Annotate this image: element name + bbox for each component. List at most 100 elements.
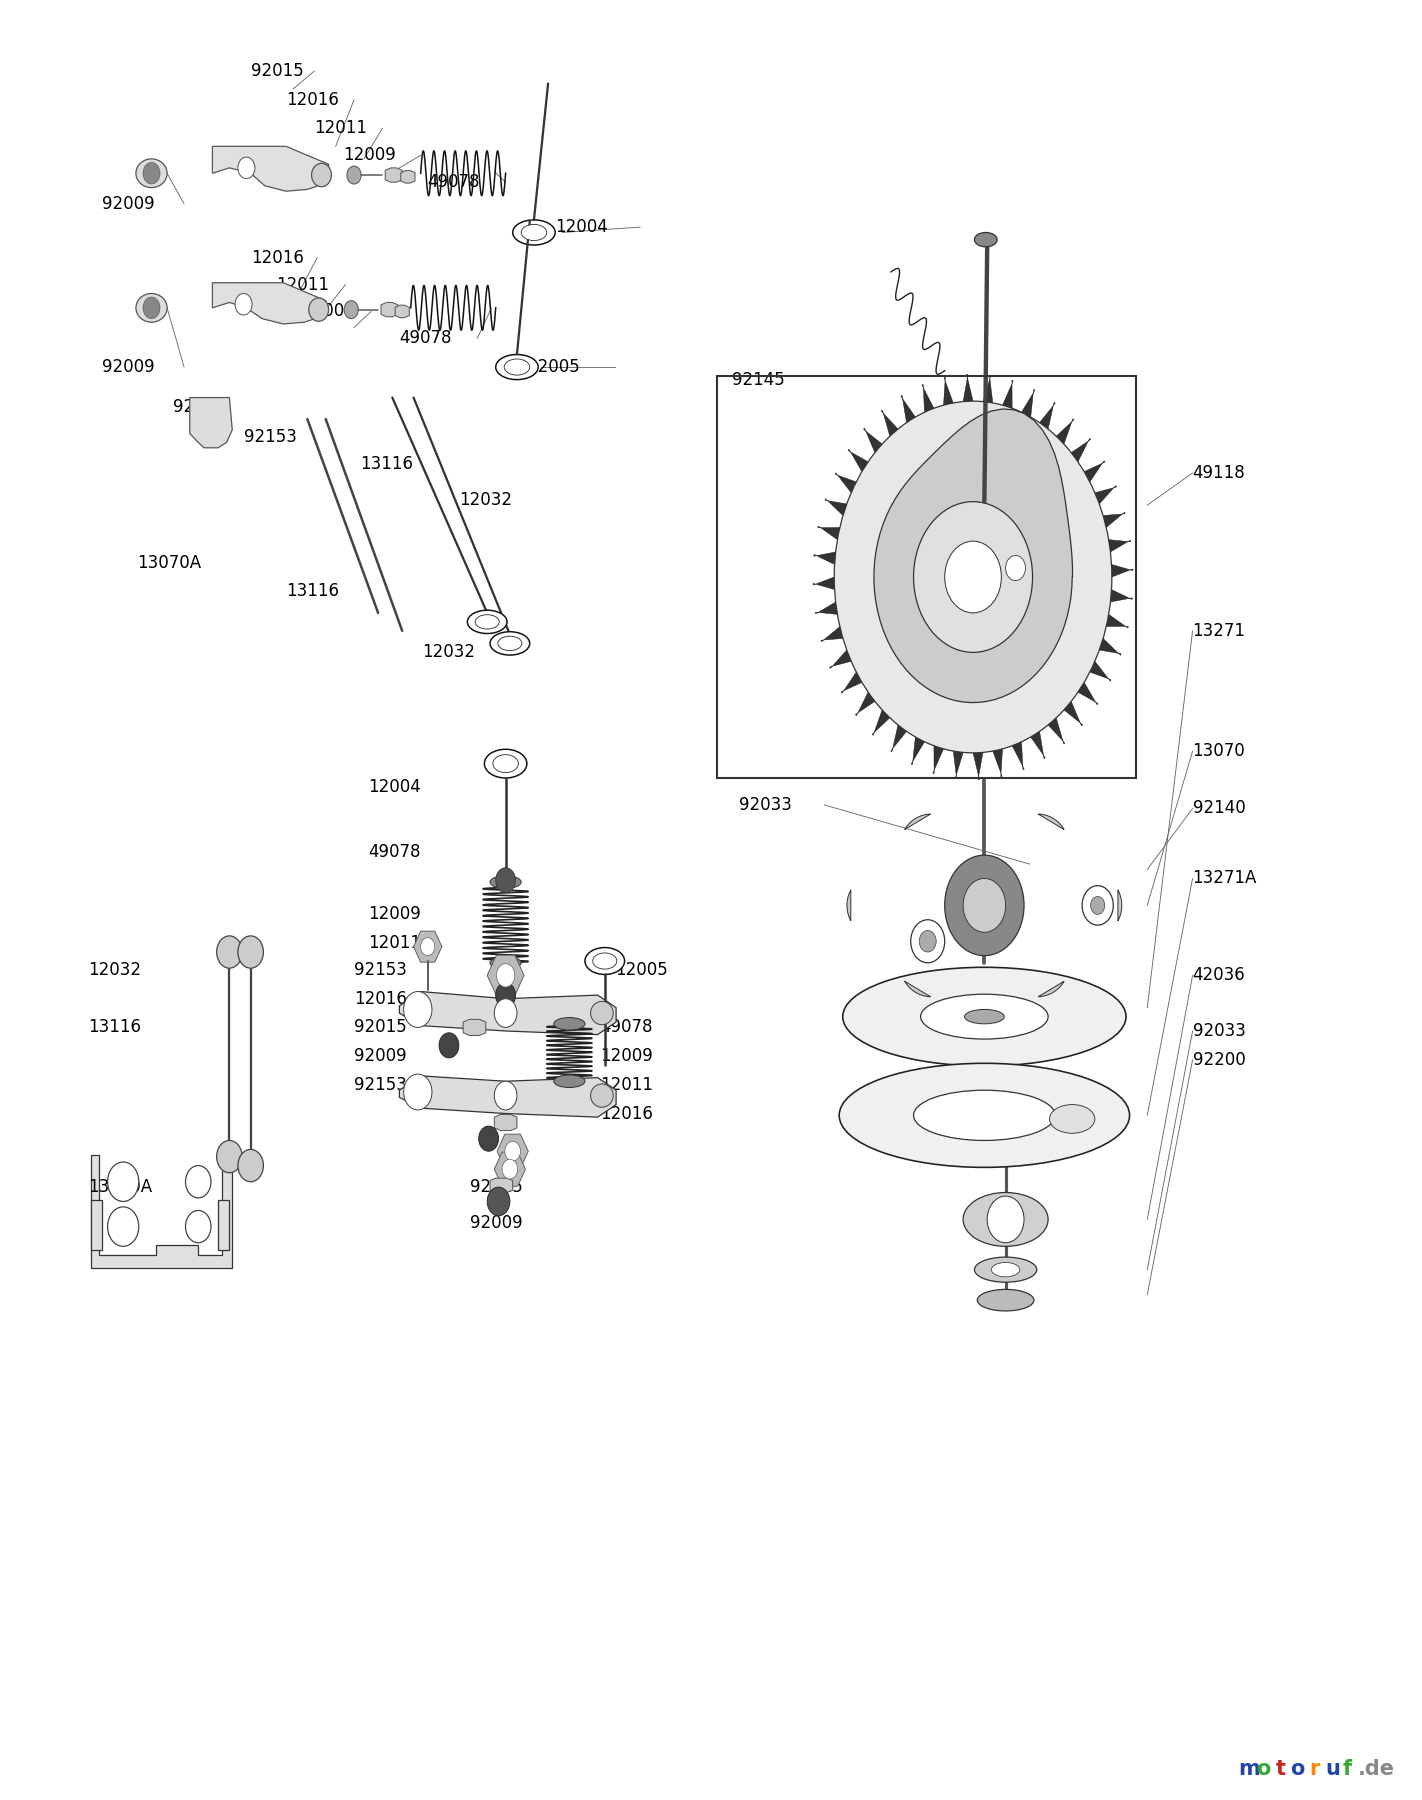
Polygon shape bbox=[912, 736, 924, 765]
Polygon shape bbox=[1039, 401, 1055, 428]
Circle shape bbox=[496, 963, 515, 986]
Bar bbox=[717, 376, 1136, 778]
Polygon shape bbox=[400, 1076, 616, 1118]
Text: 13116: 13116 bbox=[88, 1019, 141, 1037]
Text: 13116: 13116 bbox=[286, 583, 338, 601]
Polygon shape bbox=[385, 167, 402, 182]
Circle shape bbox=[944, 855, 1024, 956]
Ellipse shape bbox=[505, 358, 530, 374]
Polygon shape bbox=[189, 398, 232, 448]
Polygon shape bbox=[875, 409, 1072, 702]
Circle shape bbox=[404, 992, 432, 1028]
Circle shape bbox=[987, 1195, 1024, 1242]
Ellipse shape bbox=[468, 610, 508, 634]
Text: 92015: 92015 bbox=[172, 398, 226, 416]
Text: 12011: 12011 bbox=[276, 275, 328, 293]
Text: 12005: 12005 bbox=[528, 358, 580, 376]
Text: 12009: 12009 bbox=[600, 1048, 653, 1066]
Polygon shape bbox=[1071, 437, 1091, 463]
Text: m: m bbox=[1239, 1759, 1260, 1778]
Circle shape bbox=[913, 502, 1032, 652]
Text: 92015: 92015 bbox=[250, 61, 303, 79]
Ellipse shape bbox=[311, 164, 331, 187]
Circle shape bbox=[505, 1141, 520, 1161]
Polygon shape bbox=[1109, 540, 1130, 553]
Polygon shape bbox=[1095, 486, 1116, 504]
Polygon shape bbox=[1106, 614, 1128, 628]
Polygon shape bbox=[488, 956, 525, 995]
Circle shape bbox=[496, 868, 516, 893]
Text: 12032: 12032 bbox=[422, 643, 475, 661]
Ellipse shape bbox=[496, 355, 538, 380]
Ellipse shape bbox=[493, 754, 519, 772]
Ellipse shape bbox=[964, 1010, 1004, 1024]
Text: 12032: 12032 bbox=[459, 491, 512, 509]
Text: 12009: 12009 bbox=[368, 905, 421, 923]
Text: 13271: 13271 bbox=[1193, 621, 1246, 639]
Ellipse shape bbox=[991, 1262, 1020, 1276]
Text: t: t bbox=[1276, 1759, 1285, 1778]
Polygon shape bbox=[825, 499, 846, 515]
Text: 92140: 92140 bbox=[1193, 799, 1246, 817]
Polygon shape bbox=[813, 553, 836, 565]
Polygon shape bbox=[1064, 702, 1082, 725]
Circle shape bbox=[439, 1033, 459, 1058]
Polygon shape bbox=[1003, 380, 1014, 409]
Polygon shape bbox=[882, 410, 899, 436]
Text: o: o bbox=[1256, 1759, 1271, 1778]
Text: 92009: 92009 bbox=[102, 358, 155, 376]
Text: 13070: 13070 bbox=[1193, 742, 1246, 760]
Ellipse shape bbox=[920, 994, 1048, 1039]
Ellipse shape bbox=[309, 299, 328, 320]
Circle shape bbox=[237, 936, 263, 968]
Circle shape bbox=[185, 1166, 210, 1197]
Ellipse shape bbox=[522, 225, 546, 241]
Polygon shape bbox=[1057, 419, 1074, 445]
Circle shape bbox=[1091, 896, 1105, 914]
Polygon shape bbox=[842, 671, 862, 693]
Text: 13271A: 13271A bbox=[1193, 869, 1257, 887]
Polygon shape bbox=[1031, 731, 1045, 760]
Polygon shape bbox=[993, 749, 1003, 778]
Circle shape bbox=[495, 1082, 518, 1111]
Circle shape bbox=[919, 931, 936, 952]
Polygon shape bbox=[1112, 565, 1133, 578]
Polygon shape bbox=[815, 601, 838, 614]
Text: 12009: 12009 bbox=[343, 146, 395, 164]
Text: 49078: 49078 bbox=[400, 329, 452, 347]
Text: 12016: 12016 bbox=[354, 990, 407, 1008]
Ellipse shape bbox=[137, 293, 168, 322]
Text: 12011: 12011 bbox=[368, 934, 421, 952]
Polygon shape bbox=[973, 752, 983, 779]
Polygon shape bbox=[212, 283, 326, 324]
Polygon shape bbox=[904, 981, 930, 997]
Text: 42036: 42036 bbox=[1193, 967, 1246, 985]
Polygon shape bbox=[1084, 461, 1105, 482]
Polygon shape bbox=[813, 578, 835, 590]
Text: 92015: 92015 bbox=[354, 1019, 407, 1037]
Text: 92009: 92009 bbox=[102, 194, 155, 212]
Polygon shape bbox=[401, 171, 415, 184]
Polygon shape bbox=[820, 626, 843, 643]
Polygon shape bbox=[921, 385, 934, 412]
Text: 92153: 92153 bbox=[243, 428, 296, 446]
Polygon shape bbox=[856, 693, 875, 716]
Circle shape bbox=[944, 542, 1001, 612]
Ellipse shape bbox=[491, 632, 530, 655]
Circle shape bbox=[1005, 556, 1025, 581]
Ellipse shape bbox=[593, 952, 617, 968]
Polygon shape bbox=[1048, 718, 1065, 743]
Text: 92153: 92153 bbox=[354, 1076, 407, 1094]
Text: 13070A: 13070A bbox=[138, 554, 202, 572]
Polygon shape bbox=[848, 889, 850, 922]
Circle shape bbox=[185, 1210, 210, 1242]
Polygon shape bbox=[963, 374, 973, 401]
Bar bbox=[91, 1199, 102, 1249]
Polygon shape bbox=[872, 709, 890, 736]
Text: 92153: 92153 bbox=[354, 961, 407, 979]
Polygon shape bbox=[91, 1156, 232, 1267]
Polygon shape bbox=[1099, 639, 1121, 655]
Ellipse shape bbox=[485, 749, 528, 778]
Polygon shape bbox=[1038, 981, 1064, 997]
Ellipse shape bbox=[590, 1084, 613, 1107]
